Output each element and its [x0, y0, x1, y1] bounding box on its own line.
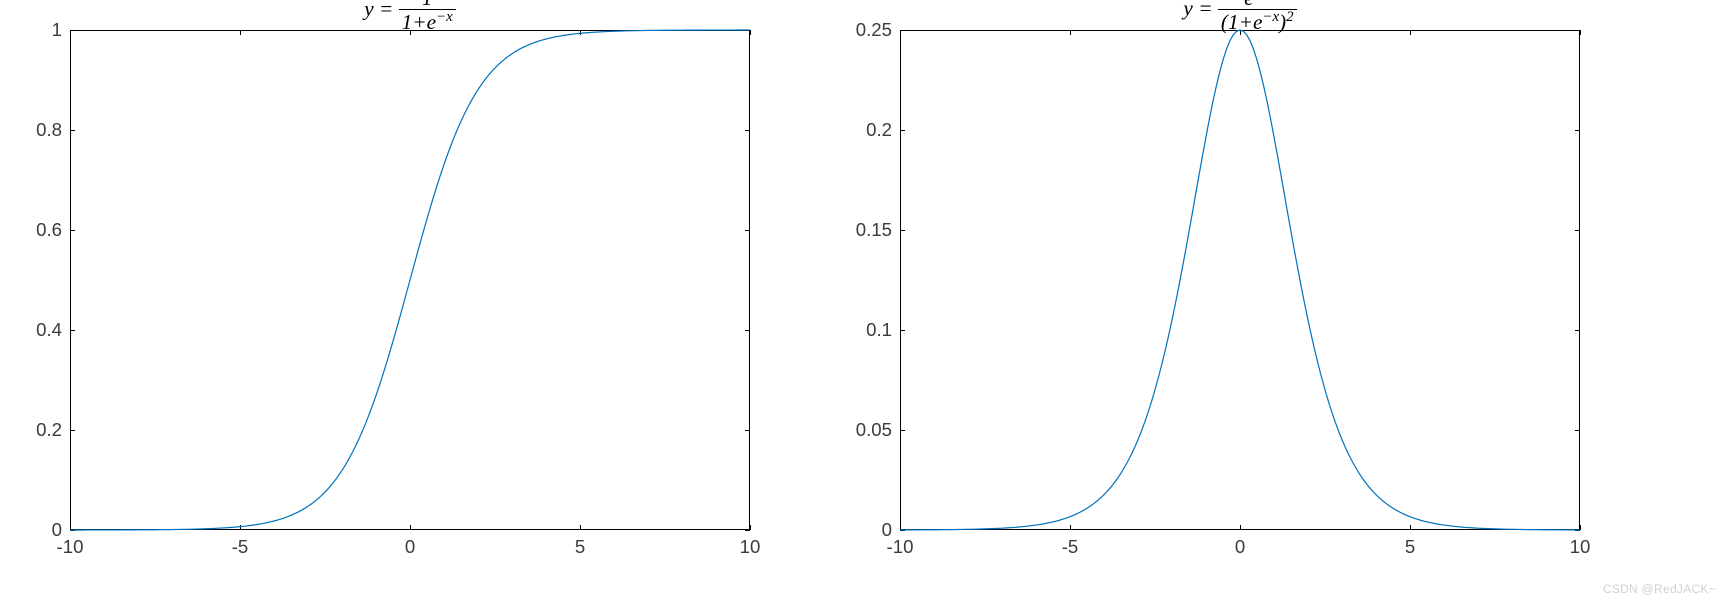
xtick	[1580, 525, 1581, 530]
figure: -10-5051000.20.40.60.81y = 11+e−x -10-50…	[0, 0, 1722, 598]
xtick-label: 10	[1540, 536, 1620, 558]
xtick-label: 0	[1200, 536, 1280, 558]
curve	[900, 30, 1580, 530]
watermark: CSDN @RedJACK~	[1603, 582, 1716, 596]
panel-right: -10-5051000.050.10.150.20.25y = e−x(1+e−…	[0, 0, 1722, 598]
ytick-label: 0.2	[832, 119, 892, 141]
ytick-label: 0.05	[832, 419, 892, 441]
ytick-label: 0.15	[832, 219, 892, 241]
ytick-label: 0.1	[832, 319, 892, 341]
xtick-top	[1580, 30, 1581, 35]
ytick-label: 0.25	[832, 19, 892, 41]
xtick-label: -5	[1030, 536, 1110, 558]
ytick-label: 0	[832, 519, 892, 541]
xtick-label: 5	[1370, 536, 1450, 558]
chart-title: y = e−x(1+e−x)2	[900, 0, 1580, 34]
